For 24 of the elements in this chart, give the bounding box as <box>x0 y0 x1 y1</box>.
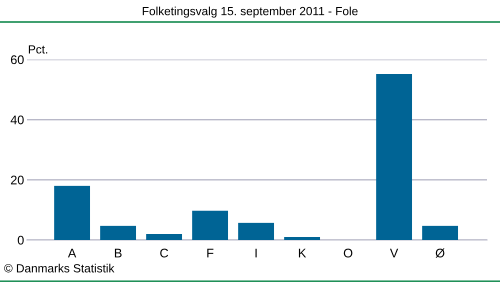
bar <box>100 226 136 240</box>
bar <box>192 210 228 240</box>
x-tick-label: B <box>114 248 122 258</box>
x-tick-label: A <box>68 248 76 258</box>
y-tick-label: 0 <box>18 236 24 245</box>
x-tick-label: C <box>160 248 168 258</box>
x-tick-label: K <box>298 248 306 258</box>
x-tick-label: V <box>390 248 398 258</box>
text: © Danmarks Statistik <box>4 264 114 272</box>
y-tick-label: 20 <box>10 176 24 184</box>
bar <box>238 222 274 240</box>
x-tick-label: F <box>207 248 214 258</box>
bar <box>54 186 90 240</box>
bar <box>376 74 412 240</box>
y-tick-label: 60 <box>10 55 24 64</box>
y-tick-label: 40 <box>10 115 24 124</box>
x-tick-label: Ø <box>436 248 445 258</box>
x-tick-label: I <box>256 248 257 258</box>
bar <box>422 226 458 240</box>
bar <box>146 234 182 240</box>
bar <box>284 236 320 240</box>
x-tick-label: O <box>344 248 352 258</box>
chart-title: Folketingsvalg 15. september 2011 - Fole <box>142 6 358 18</box>
y-axis-title: Pct. <box>28 45 48 54</box>
